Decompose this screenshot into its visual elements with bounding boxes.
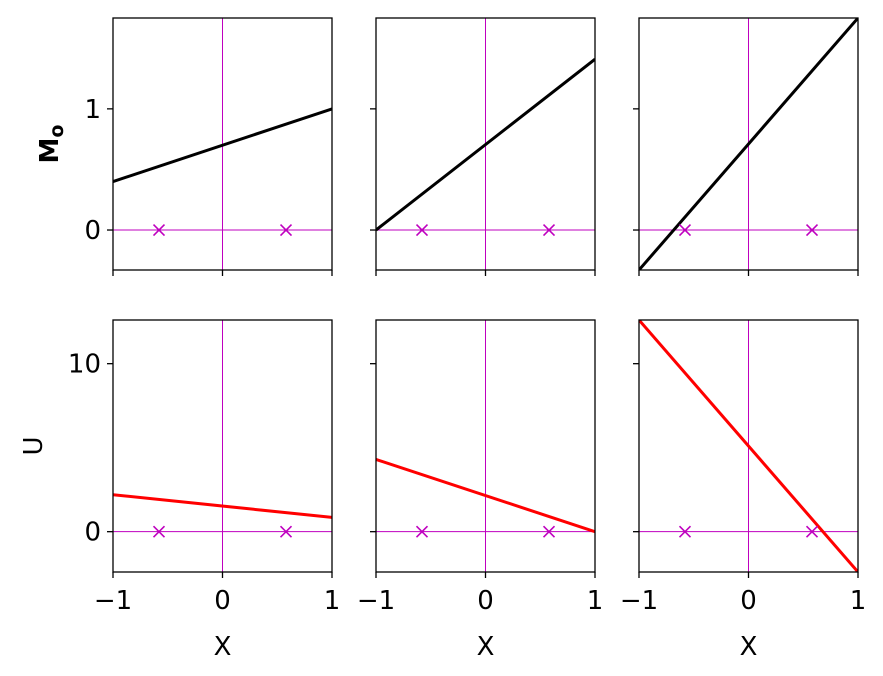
series-line [376,458,595,534]
series-line [376,58,595,232]
y-axis-label-subscript: o [46,125,68,138]
y-tick-label: 1 [84,95,101,125]
plot-area [376,320,595,572]
x-axis-label: X [214,632,232,662]
x-marker [542,525,556,538]
series-line [639,18,858,270]
plot-area [639,320,858,572]
x-marker [805,223,819,237]
x-tick-label: −1 [94,586,132,616]
x-marker [542,223,556,237]
series-line [639,320,858,572]
x-marker [415,525,429,538]
plot-area [113,18,332,270]
y-tick-label: 10 [68,350,101,380]
x-tick-label: 1 [850,586,867,616]
y-tick-label: 0 [84,216,101,246]
series-line [113,493,332,519]
plot-area [376,18,595,270]
series-line [113,107,332,183]
plot-area [639,18,858,270]
x-marker [678,223,692,237]
x-tick-label: −1 [620,586,658,616]
y-tick-label: 0 [84,518,101,548]
panel-top-3 [633,17,859,276]
x-marker [805,525,819,538]
x-marker [152,525,166,538]
x-tick-label: 0 [214,586,231,616]
x-tick-label: −1 [357,586,395,616]
panel-bottom-2: −1 0 1 X [357,319,604,662]
x-tick-label: 1 [587,586,604,616]
y-axis-label: U [19,436,49,455]
x-marker [152,223,166,237]
panel-top-2 [370,17,596,276]
x-marker [415,223,429,237]
x-axis-label: X [740,632,758,662]
x-marker [279,525,293,538]
x-axis-label: X [477,632,495,662]
y-axis-label: Mo [35,125,68,164]
x-marker [279,223,293,237]
x-tick-label: 0 [740,586,757,616]
plot-area [113,320,332,572]
y-axis-label-main: M [35,138,65,164]
panel-bottom-3: −1 0 1 X [620,319,867,662]
x-tick-label: 0 [477,586,494,616]
x-tick-label: 1 [324,586,341,616]
x-marker [678,525,692,538]
